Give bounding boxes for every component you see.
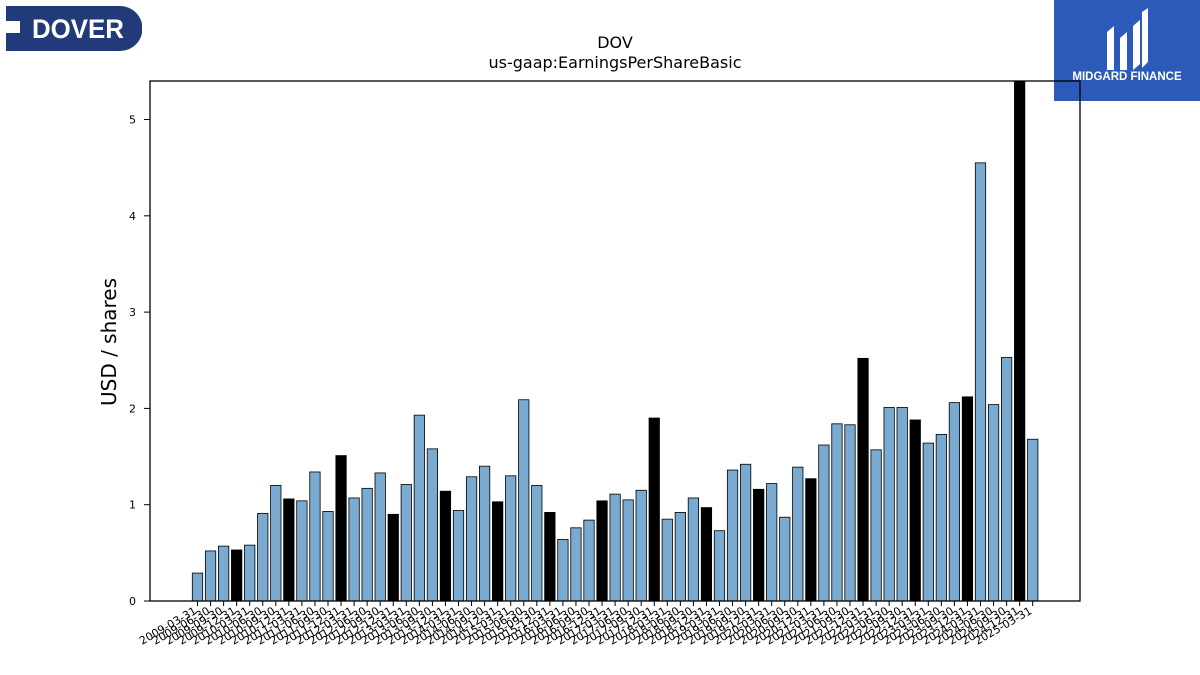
bar-2014-06-30 xyxy=(465,476,478,602)
bar-2017-03-31 xyxy=(609,493,621,602)
bar-2013-06-30 xyxy=(413,414,425,602)
plot-frame xyxy=(149,80,1081,602)
bar-2009-09-30 xyxy=(217,545,230,602)
bar-2009-06-30 xyxy=(204,550,217,602)
bar-2020-06-30 xyxy=(779,516,791,602)
bar-2013-12-31 xyxy=(439,490,452,602)
bar-2017-12-31 xyxy=(648,417,660,602)
y-tick-label: 5 xyxy=(129,114,136,127)
bar-2010-09-30 xyxy=(270,485,282,602)
bar-2016-09-30 xyxy=(583,519,595,602)
bar-2016-06-30 xyxy=(570,527,582,602)
bar-2015-12-31 xyxy=(544,512,556,602)
bar-2022-03-31 xyxy=(870,449,882,602)
y-tick-label: 0 xyxy=(129,595,136,608)
bar-2012-03-31 xyxy=(348,497,360,602)
bar-2024-03-31 xyxy=(974,162,987,602)
bar-2024-09-30 xyxy=(1001,356,1013,602)
midgard-logo-text: MIDGARD FINANCE xyxy=(1072,71,1182,83)
bar-2013-03-31 xyxy=(400,484,412,602)
chart-title: DOV xyxy=(597,33,633,52)
bar-2019-06-30 xyxy=(726,469,739,602)
bar-2016-03-31 xyxy=(557,538,569,602)
y-ticks-group: 0 1 2 3 4 5 xyxy=(129,114,150,608)
bar-2024-12-31 xyxy=(1014,80,1026,602)
bar-2018-06-30 xyxy=(674,512,686,602)
bar-2015-03-31 xyxy=(505,475,517,602)
bar-2012-06-30 xyxy=(361,487,373,602)
bar-2011-03-31 xyxy=(296,500,308,602)
bar-2023-06-30 xyxy=(935,434,947,602)
bars-group xyxy=(191,80,1039,602)
bar-2011-09-30 xyxy=(322,511,334,602)
bar-2020-03-31 xyxy=(766,483,778,602)
bar-2009-03-31 xyxy=(191,572,204,602)
dover-logo-text: DOVER xyxy=(32,14,124,44)
bar-2019-03-31 xyxy=(713,530,726,602)
bar-2022-12-31 xyxy=(909,419,921,602)
bar-2012-09-30 xyxy=(374,472,386,602)
y-tick-label: 1 xyxy=(129,499,136,512)
bar-2018-12-31 xyxy=(700,507,713,602)
bar-2018-09-30 xyxy=(687,497,700,602)
bar-2011-06-30 xyxy=(309,471,321,602)
bar-2010-06-30 xyxy=(257,512,269,602)
y-axis-label: USD / shares xyxy=(97,278,121,406)
bar-2014-03-31 xyxy=(452,510,465,602)
y-tick-label: 4 xyxy=(129,210,136,223)
dover-logo: DOVER xyxy=(6,6,142,51)
bar-2017-06-30 xyxy=(622,499,634,602)
midgard-mark-icon xyxy=(1107,8,1148,70)
bar-2024-06-30 xyxy=(987,404,1000,602)
bar-2009-12-31 xyxy=(231,549,243,602)
midgard-finance-logo: MIDGARD FINANCE xyxy=(1054,0,1200,101)
bar-2015-06-30 xyxy=(518,399,530,602)
bar-2013-09-30 xyxy=(426,448,439,602)
bar-2022-09-30 xyxy=(896,407,908,602)
bar-2011-12-31 xyxy=(335,455,347,602)
bar-2023-09-30 xyxy=(948,402,961,602)
bar-2012-12-31 xyxy=(387,513,399,602)
chart-subtitle: us-gaap:EarningsPerShareBasic xyxy=(488,53,741,72)
bar-2021-09-30 xyxy=(844,424,856,602)
bar-2017-09-30 xyxy=(635,489,647,602)
bar-2023-12-31 xyxy=(961,396,974,602)
bar-2023-03-31 xyxy=(922,442,934,602)
bar-2018-03-31 xyxy=(661,518,673,602)
bar-2021-06-30 xyxy=(831,423,843,602)
bar-2019-09-30 xyxy=(740,463,752,602)
bar-2019-12-31 xyxy=(753,488,765,602)
bar-2016-12-31 xyxy=(596,500,608,602)
bar-2010-12-31 xyxy=(283,498,295,602)
bar-2020-12-31 xyxy=(805,478,817,602)
y-tick-label: 2 xyxy=(129,402,136,415)
bar-2015-09-30 xyxy=(531,485,543,602)
bar-2021-03-31 xyxy=(818,444,830,602)
bar-2022-06-30 xyxy=(883,407,895,602)
bar-2025-03-31 xyxy=(1027,438,1039,602)
x-ticks-group: 2009-03-312009-06-302009-09-302009-12-31… xyxy=(137,601,1034,648)
bar-2014-09-30 xyxy=(478,465,491,602)
y-tick-label: 3 xyxy=(129,306,136,319)
bar-2021-12-31 xyxy=(857,357,869,602)
bar-2020-09-30 xyxy=(792,466,804,602)
bar-2010-03-31 xyxy=(244,544,256,602)
bar-2014-12-31 xyxy=(492,501,504,602)
